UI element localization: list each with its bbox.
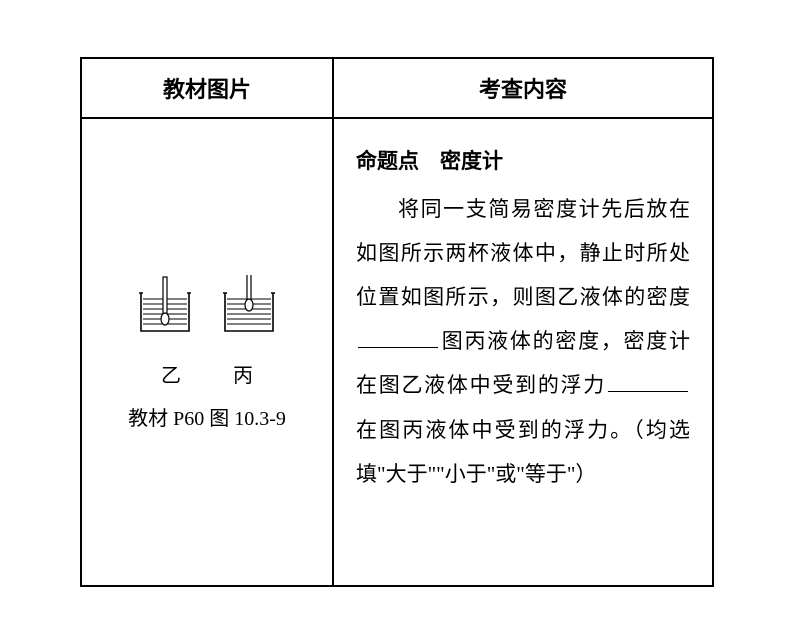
header-left: 教材图片 (82, 59, 334, 117)
topic-line: 命题点 密度计 (356, 139, 690, 183)
beaker-bing-icon (222, 275, 276, 353)
image-cell: 乙 丙 教材 P60 图 10.3-9 (82, 119, 334, 585)
beaker-label-yi: 乙 (161, 359, 181, 388)
text-segment-3: 在图丙液体中受到的浮力。（均选填"大于""小于"或"等于"） (356, 418, 690, 486)
fill-blank-2[interactable] (608, 371, 688, 392)
content-cell: 命题点 密度计 将同一支简易密度计先后放在如图所示两杯液体中，静止时所处位置如图… (334, 119, 712, 585)
body-row: 乙 丙 教材 P60 图 10.3-9 命题点 密度计 将同一支简易密度计先后放… (82, 119, 712, 585)
topic-name: 密度计 (440, 149, 503, 173)
beaker-diagram (138, 273, 276, 353)
beaker-label-bing: 丙 (233, 359, 253, 388)
text-segment-1: 将同一支简易密度计先后放在如图所示两杯液体中，静止时所处位置如图所示，则图乙液体… (356, 197, 690, 309)
figure-caption: 教材 P60 图 10.3-9 (128, 402, 286, 431)
question-paragraph: 将同一支简易密度计先后放在如图所示两杯液体中，静止时所处位置如图所示，则图乙液体… (356, 187, 690, 496)
header-row: 教材图片 考查内容 (82, 59, 712, 119)
beaker-labels: 乙 丙 (161, 359, 253, 388)
header-right: 考查内容 (334, 59, 712, 117)
topic-label: 命题点 (356, 149, 419, 173)
fill-blank-1[interactable] (358, 327, 438, 348)
table-frame: 教材图片 考查内容 (80, 57, 714, 587)
beaker-yi-icon (138, 275, 192, 353)
